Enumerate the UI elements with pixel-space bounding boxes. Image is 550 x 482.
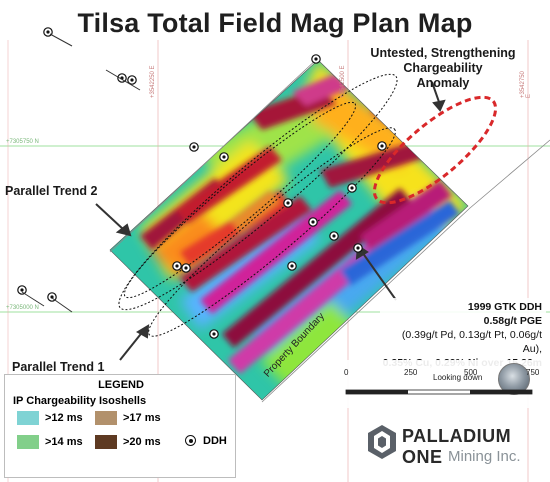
page-title: Tilsa Total Field Mag Plan Map	[77, 8, 473, 38]
ddh-marker-ddh-4	[311, 54, 321, 64]
scale-tick-500: 500	[464, 368, 478, 377]
company-logo: PALLADIUM ONE Mining Inc.	[362, 418, 548, 478]
ddh-marker-ddh-3	[127, 75, 137, 85]
legend-ddh-label: DDH	[203, 435, 227, 447]
ddh-marker-ddh-14	[181, 263, 191, 273]
looking-down-label: Looking down	[433, 373, 483, 382]
untested-anomaly-line-3: Anomaly	[416, 76, 470, 90]
scale-tick-250: 250	[404, 368, 418, 377]
ddh-pge-grade: 0.58g/t PGE	[483, 315, 542, 327]
parallel-trend-1-label: Parallel Trend 1	[12, 360, 105, 374]
untested-anomaly-line-2: Chargeability	[403, 61, 483, 75]
palladium-hex-icon	[368, 425, 396, 459]
logo-word-mining-inc: Mining Inc.	[448, 448, 521, 465]
legend-swatch-12ms	[17, 411, 39, 425]
legend-swatch-14ms	[17, 435, 39, 449]
scale-bar-graphic	[345, 389, 533, 395]
legend-label-14ms: >14 ms	[45, 436, 83, 448]
easting-right-label: +3542750 E	[520, 71, 532, 98]
legend-subtitle: IP Chargeability Isoshells	[13, 395, 147, 407]
parallel-trend-1-outline	[148, 127, 396, 337]
legend-ddh-symbol	[185, 435, 196, 446]
ddh-marker-ddh-18	[209, 329, 219, 339]
ddh-marker-ddh-15	[287, 261, 297, 271]
ddh-marker-ddh-16	[17, 285, 27, 295]
ddh-marker-ddh-11	[329, 231, 339, 241]
logo-word-palladium-one: PALLADIUM ONE	[402, 426, 512, 467]
ddh-breakdown: (0.39g/t Pd, 0.13g/t Pt, 0.06g/t Au),	[401, 329, 542, 355]
legend-title: LEGEND	[98, 379, 144, 391]
legend-label-20ms: >20 ms	[123, 436, 161, 448]
ddh-marker-ddh-8	[347, 183, 357, 193]
untested-anomaly-outline	[372, 95, 498, 205]
untested-anomaly-label: Untested, Strengthening Chargeability An…	[368, 46, 518, 91]
ddh-hole-name: 1999 GTK DDH	[467, 301, 542, 313]
legend-swatch-17ms	[95, 411, 117, 425]
ddh-marker-ddh-13	[172, 261, 182, 271]
scale-bar: Looking down 0 250 500 750	[340, 360, 546, 408]
property-boundary	[109, 57, 550, 403]
ddh-marker-ddh-6	[219, 152, 229, 162]
legend-label-17ms: >17 ms	[123, 412, 161, 424]
ddh-marker-ddh-12	[353, 243, 363, 253]
easting-mid-label: +3542500 E	[340, 65, 346, 98]
ddh-marker-ddh-9	[283, 198, 293, 208]
legend-swatch-20ms	[95, 435, 117, 449]
callout-arrows	[95, 81, 446, 361]
easting-left-label: +3542250 E	[150, 65, 156, 98]
legend-label-12ms: >12 ms	[45, 412, 83, 424]
ddh-result-callout: 1999 GTK DDH 0.58g/t PGE (0.39g/t Pd, 0.…	[380, 298, 546, 372]
untested-anomaly-line-1: Untested, Strengthening	[370, 46, 516, 60]
parallel-trend-2-outline	[118, 73, 398, 311]
mag-survey-area	[110, 60, 468, 400]
northing-upper-label: +7305750 N	[6, 139, 39, 145]
ddh-marker-ddh-7	[377, 141, 387, 151]
northing-lower-label: +7305000 N	[6, 305, 39, 311]
scale-tick-0: 0	[344, 368, 349, 377]
ddh-marker-ddh-10	[308, 217, 318, 227]
ddh-marker-ddh-5	[189, 142, 199, 152]
legend: LEGEND IP Chargeability Isoshells >12 ms…	[4, 374, 236, 478]
scale-tick-750: 750	[526, 368, 540, 377]
ddh-marker-ddh-1	[43, 27, 53, 37]
parallel-trend-2-label: Parallel Trend 2	[5, 184, 98, 198]
